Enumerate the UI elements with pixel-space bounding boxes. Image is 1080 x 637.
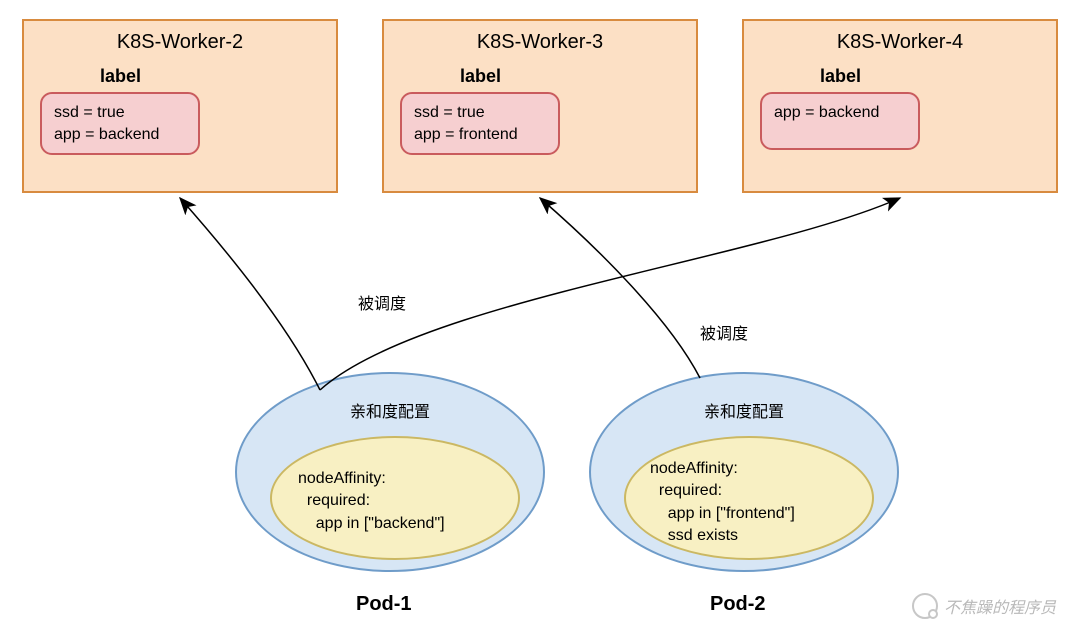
pod-2-config-label: 亲和度配置: [704, 398, 784, 422]
edge-label-2: 被调度: [700, 320, 748, 344]
edge-pod1-to-w4: [320, 198, 900, 390]
label-line: app = backend: [774, 102, 906, 124]
edge-pod1-to-w2: [180, 198, 320, 390]
label-heading: label: [820, 66, 861, 87]
watermark-text: 不焦躁的程序员: [944, 594, 1056, 618]
pod-2-name: Pod-2: [710, 593, 766, 616]
pod-2-affinity-text: nodeAffinity: required: app in ["fronten…: [650, 458, 795, 548]
edge-pod2-to-w3: [540, 198, 700, 378]
worker-title: K8S-Worker-2: [24, 31, 336, 54]
worker-title: K8S-Worker-3: [384, 31, 696, 54]
label-line: ssd = true: [414, 102, 546, 124]
label-heading: label: [100, 66, 141, 87]
worker-title: K8S-Worker-4: [744, 31, 1056, 54]
worker-2-labels: ssd = true app = backend: [40, 92, 200, 155]
pod-1-affinity-text: nodeAffinity: required: app in ["backend…: [298, 468, 445, 535]
label-heading: label: [460, 66, 501, 87]
label-line: app = backend: [54, 124, 186, 146]
pod-1-config-label: 亲和度配置: [350, 398, 430, 422]
label-line: app = frontend: [414, 124, 546, 146]
label-line: ssd = true: [54, 102, 186, 124]
worker-3-labels: ssd = true app = frontend: [400, 92, 560, 155]
pod-1-name: Pod-1: [356, 593, 412, 616]
watermark: 不焦躁的程序员: [912, 593, 1056, 619]
pod-2-affinity: nodeAffinity: required: app in ["fronten…: [624, 436, 874, 560]
worker-4-labels: app = backend: [760, 92, 920, 150]
wechat-icon: [912, 593, 938, 619]
edge-label-1: 被调度: [358, 290, 406, 314]
pod-1-affinity: nodeAffinity: required: app in ["backend…: [270, 436, 520, 560]
